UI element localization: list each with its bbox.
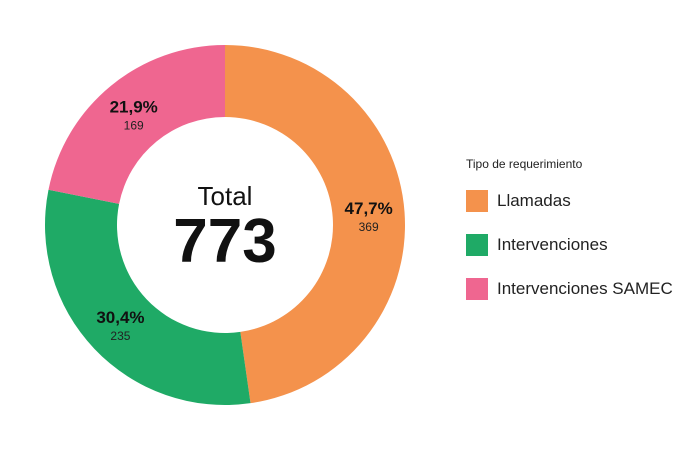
legend-swatch <box>466 234 488 256</box>
slice-count-label: 169 <box>124 119 144 133</box>
donut-slice-intervenciones <box>44 189 251 405</box>
slice-percent-label: 30,4% <box>96 308 144 327</box>
legend-swatch <box>466 190 488 212</box>
donut-slice-intervenciones-samec <box>48 45 226 204</box>
total-label: Total <box>198 181 253 211</box>
legend-label: Intervenciones SAMEC <box>497 279 673 298</box>
legend-item-llamadas: Llamadas <box>466 179 700 223</box>
total-value: 773 <box>173 207 276 276</box>
legend: Tipo de requerimiento Llamadas Intervenc… <box>466 157 700 311</box>
slice-count-label: 235 <box>110 329 130 343</box>
legend-title: Tipo de requerimiento <box>466 157 583 171</box>
slice-count-label: 369 <box>359 220 379 234</box>
legend-item-intervenciones: Intervenciones <box>466 223 700 267</box>
donut-slice-llamadas <box>225 45 406 404</box>
legend-label: Intervenciones <box>497 235 608 254</box>
legend-label: Llamadas <box>497 191 571 210</box>
slice-percent-label: 21,9% <box>110 98 158 117</box>
legend-item-intervenciones-samec: Intervenciones SAMEC <box>466 267 700 311</box>
donut-slices <box>44 45 406 405</box>
slice-labels: 47,7% 369 30,4% 235 21,9% 169 <box>96 98 392 343</box>
legend-swatch <box>466 278 488 300</box>
slice-percent-label: 47,7% <box>345 199 393 218</box>
